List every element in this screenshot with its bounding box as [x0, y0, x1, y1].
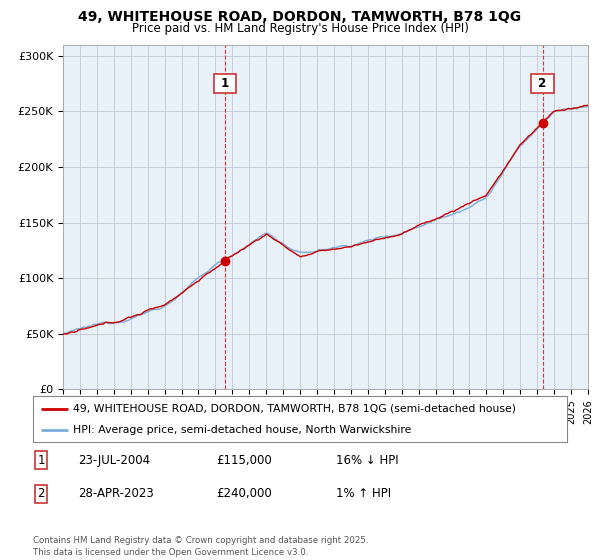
- Text: 23-JUL-2004: 23-JUL-2004: [78, 454, 150, 466]
- Text: 1% ↑ HPI: 1% ↑ HPI: [336, 487, 391, 500]
- Text: HPI: Average price, semi-detached house, North Warwickshire: HPI: Average price, semi-detached house,…: [73, 425, 412, 435]
- Text: Contains HM Land Registry data © Crown copyright and database right 2025.
This d: Contains HM Land Registry data © Crown c…: [33, 536, 368, 557]
- Text: £240,000: £240,000: [216, 487, 272, 500]
- Text: 49, WHITEHOUSE ROAD, DORDON, TAMWORTH, B78 1QG: 49, WHITEHOUSE ROAD, DORDON, TAMWORTH, B…: [79, 10, 521, 24]
- Text: 2: 2: [37, 487, 45, 500]
- Text: 1: 1: [217, 77, 233, 90]
- Text: £115,000: £115,000: [216, 454, 272, 466]
- Text: 49, WHITEHOUSE ROAD, DORDON, TAMWORTH, B78 1QG (semi-detached house): 49, WHITEHOUSE ROAD, DORDON, TAMWORTH, B…: [73, 404, 516, 414]
- Text: 1: 1: [37, 454, 45, 466]
- Text: 28-APR-2023: 28-APR-2023: [78, 487, 154, 500]
- Text: Price paid vs. HM Land Registry's House Price Index (HPI): Price paid vs. HM Land Registry's House …: [131, 22, 469, 35]
- Text: 16% ↓ HPI: 16% ↓ HPI: [336, 454, 398, 466]
- Text: 2: 2: [535, 77, 551, 90]
